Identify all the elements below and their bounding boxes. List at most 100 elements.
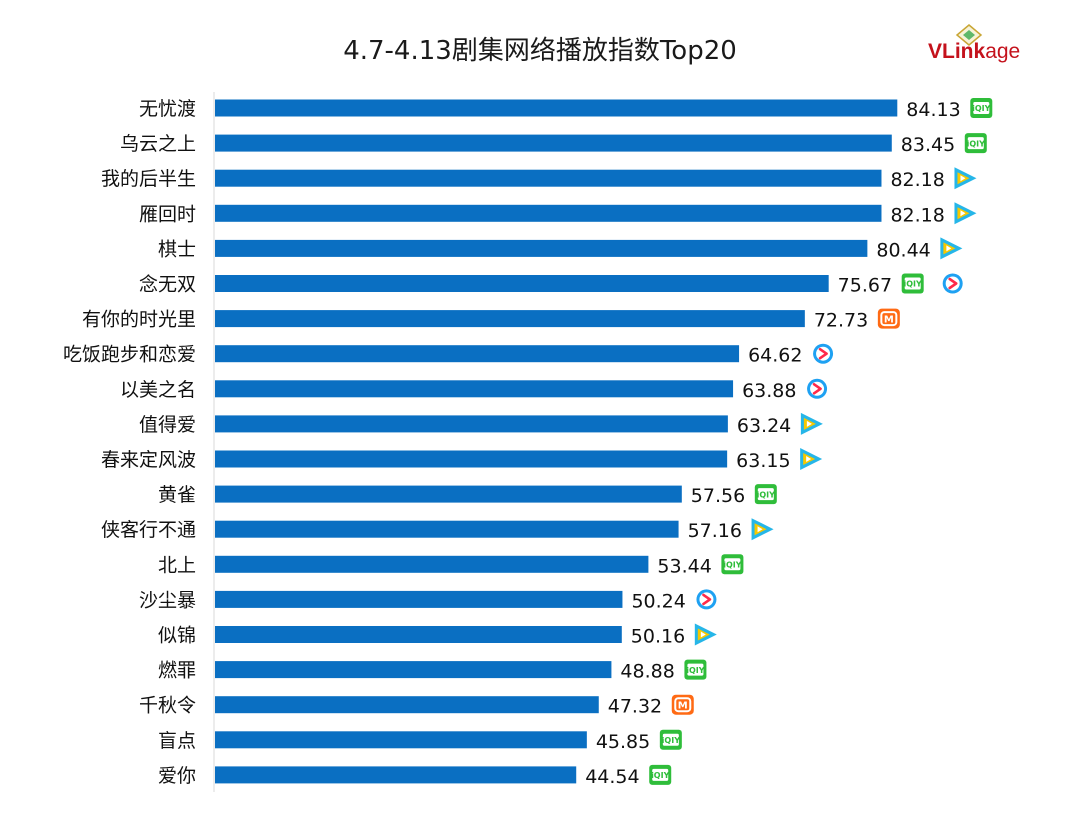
bar-row: 无忧渡 84.13 iQIY: [139, 98, 993, 121]
value-label: 53.44: [657, 555, 711, 577]
category-label: 值得爱: [139, 414, 196, 436]
bar: [215, 766, 577, 784]
bar-row: 沙尘暴 50.24: [139, 589, 717, 612]
value-label: 63.88: [742, 380, 796, 402]
value-label: 82.18: [890, 169, 944, 191]
bar: [215, 134, 892, 152]
value-label: 63.15: [736, 450, 790, 472]
bar: [215, 310, 805, 328]
bar-row: 春来定风波 63.15: [101, 448, 823, 472]
svg-text:iQIY: iQIY: [972, 104, 991, 113]
value-label: 82.18: [890, 204, 944, 226]
bar: [215, 520, 679, 538]
category-label: 春来定风波: [101, 449, 196, 471]
category-label: 盲点: [158, 730, 196, 752]
bar-row: 黄雀 57.56 iQIY: [158, 484, 777, 507]
value-label: 63.24: [737, 415, 791, 437]
value-label: 64.62: [748, 345, 802, 367]
category-label: 燃罪: [158, 660, 196, 682]
iqiyi-icon: iQIY: [970, 98, 993, 118]
bar-row: 似锦 50.16: [158, 623, 717, 648]
iqiyi-icon: iQIY: [684, 659, 707, 680]
bar: [215, 626, 622, 643]
youku-icon: [942, 273, 963, 294]
tencent-video-icon: [800, 448, 823, 470]
value-label: 57.16: [688, 520, 742, 542]
value-label: 50.24: [631, 590, 685, 612]
category-label: 爱你: [158, 765, 196, 787]
bar-row: 雁回时 82.18: [139, 202, 977, 226]
category-label: 侠客行不通: [101, 519, 196, 541]
bar: [215, 345, 740, 363]
bar: [215, 99, 898, 117]
logo-diamond-icon: [955, 24, 983, 46]
category-label: 沙尘暴: [139, 589, 196, 611]
logo-text-rest: age: [985, 40, 1021, 63]
category-label: 以美之名: [120, 379, 196, 401]
value-label: 80.44: [876, 239, 930, 261]
bar-row: 棋士 80.44: [158, 237, 963, 261]
value-label: 50.16: [631, 626, 685, 648]
svg-text:M: M: [678, 701, 688, 712]
svg-text:iQIY: iQIY: [651, 771, 670, 780]
iqiyi-icon: iQIY: [901, 273, 924, 294]
youku-icon: [807, 378, 828, 399]
value-label: 48.88: [620, 661, 674, 683]
svg-text:iQIY: iQIY: [686, 666, 705, 675]
youku-icon: [813, 343, 834, 364]
bar: [215, 204, 882, 222]
tencent-video-icon: [954, 167, 977, 190]
bar-row: 吃饭跑步和恋爱 64.62: [63, 343, 834, 367]
category-label: 我的后半生: [101, 168, 196, 190]
bar-row: 念无双 75.67 iQIY: [139, 273, 963, 297]
bar: [215, 415, 728, 433]
iqiyi-icon: iQIY: [649, 764, 672, 785]
category-label: 黄雀: [158, 484, 196, 506]
bar-row: 千秋令 47.32 M: [139, 694, 694, 718]
youku-icon: [696, 589, 717, 610]
mango-tv-icon: M: [877, 308, 900, 329]
bar-row: 我的后半生 82.18: [101, 167, 977, 191]
bar-row: 盲点 45.85 iQIY: [158, 729, 682, 753]
tencent-video-icon: [800, 412, 823, 435]
bar: [215, 555, 649, 573]
chart-title: 4.7-4.13剧集网络播放指数Top20: [343, 36, 737, 66]
bar-row: 爱你 44.54 iQIY: [158, 764, 672, 788]
category-label: 千秋令: [139, 695, 196, 717]
bar: [215, 731, 587, 749]
svg-text:M: M: [884, 315, 894, 326]
bar-row: 北上 53.44 iQIY: [158, 554, 744, 577]
bar: [215, 485, 682, 503]
tencent-video-icon: [954, 202, 977, 225]
tencent-video-icon: [694, 623, 717, 646]
category-label: 吃饭跑步和恋爱: [63, 344, 196, 366]
bar: [215, 450, 728, 468]
svg-text:iQIY: iQIY: [723, 561, 742, 570]
value-label: 47.32: [608, 696, 662, 718]
bar-row: 以美之名 63.88: [120, 378, 828, 402]
value-label: 72.73: [814, 310, 868, 332]
value-label: 84.13: [906, 99, 960, 121]
category-label: 棋士: [158, 238, 196, 260]
svg-text:iQIY: iQIY: [662, 736, 681, 745]
value-label: 45.85: [596, 731, 650, 753]
category-label: 有你的时光里: [82, 309, 196, 331]
bar: [215, 661, 612, 679]
bar-row: 燃罪 48.88 iQIY: [158, 659, 707, 683]
bar-row: 侠客行不通 57.16: [101, 518, 774, 542]
svg-text:iQIY: iQIY: [757, 490, 776, 499]
logo-text: VLinkage: [928, 40, 1020, 64]
value-label: 44.54: [585, 766, 639, 788]
category-label: 念无双: [139, 273, 196, 296]
logo-text-bold: VLink: [928, 40, 986, 63]
bar: [215, 169, 882, 187]
category-label: 似锦: [158, 625, 196, 647]
mango-tv-icon: M: [671, 694, 694, 715]
category-label: 乌云之上: [120, 133, 196, 155]
tencent-video-icon: [751, 518, 774, 541]
bar: [215, 696, 599, 714]
category-label: 北上: [158, 554, 196, 576]
value-label: 75.67: [838, 275, 892, 297]
iqiyi-icon: iQIY: [964, 133, 987, 154]
